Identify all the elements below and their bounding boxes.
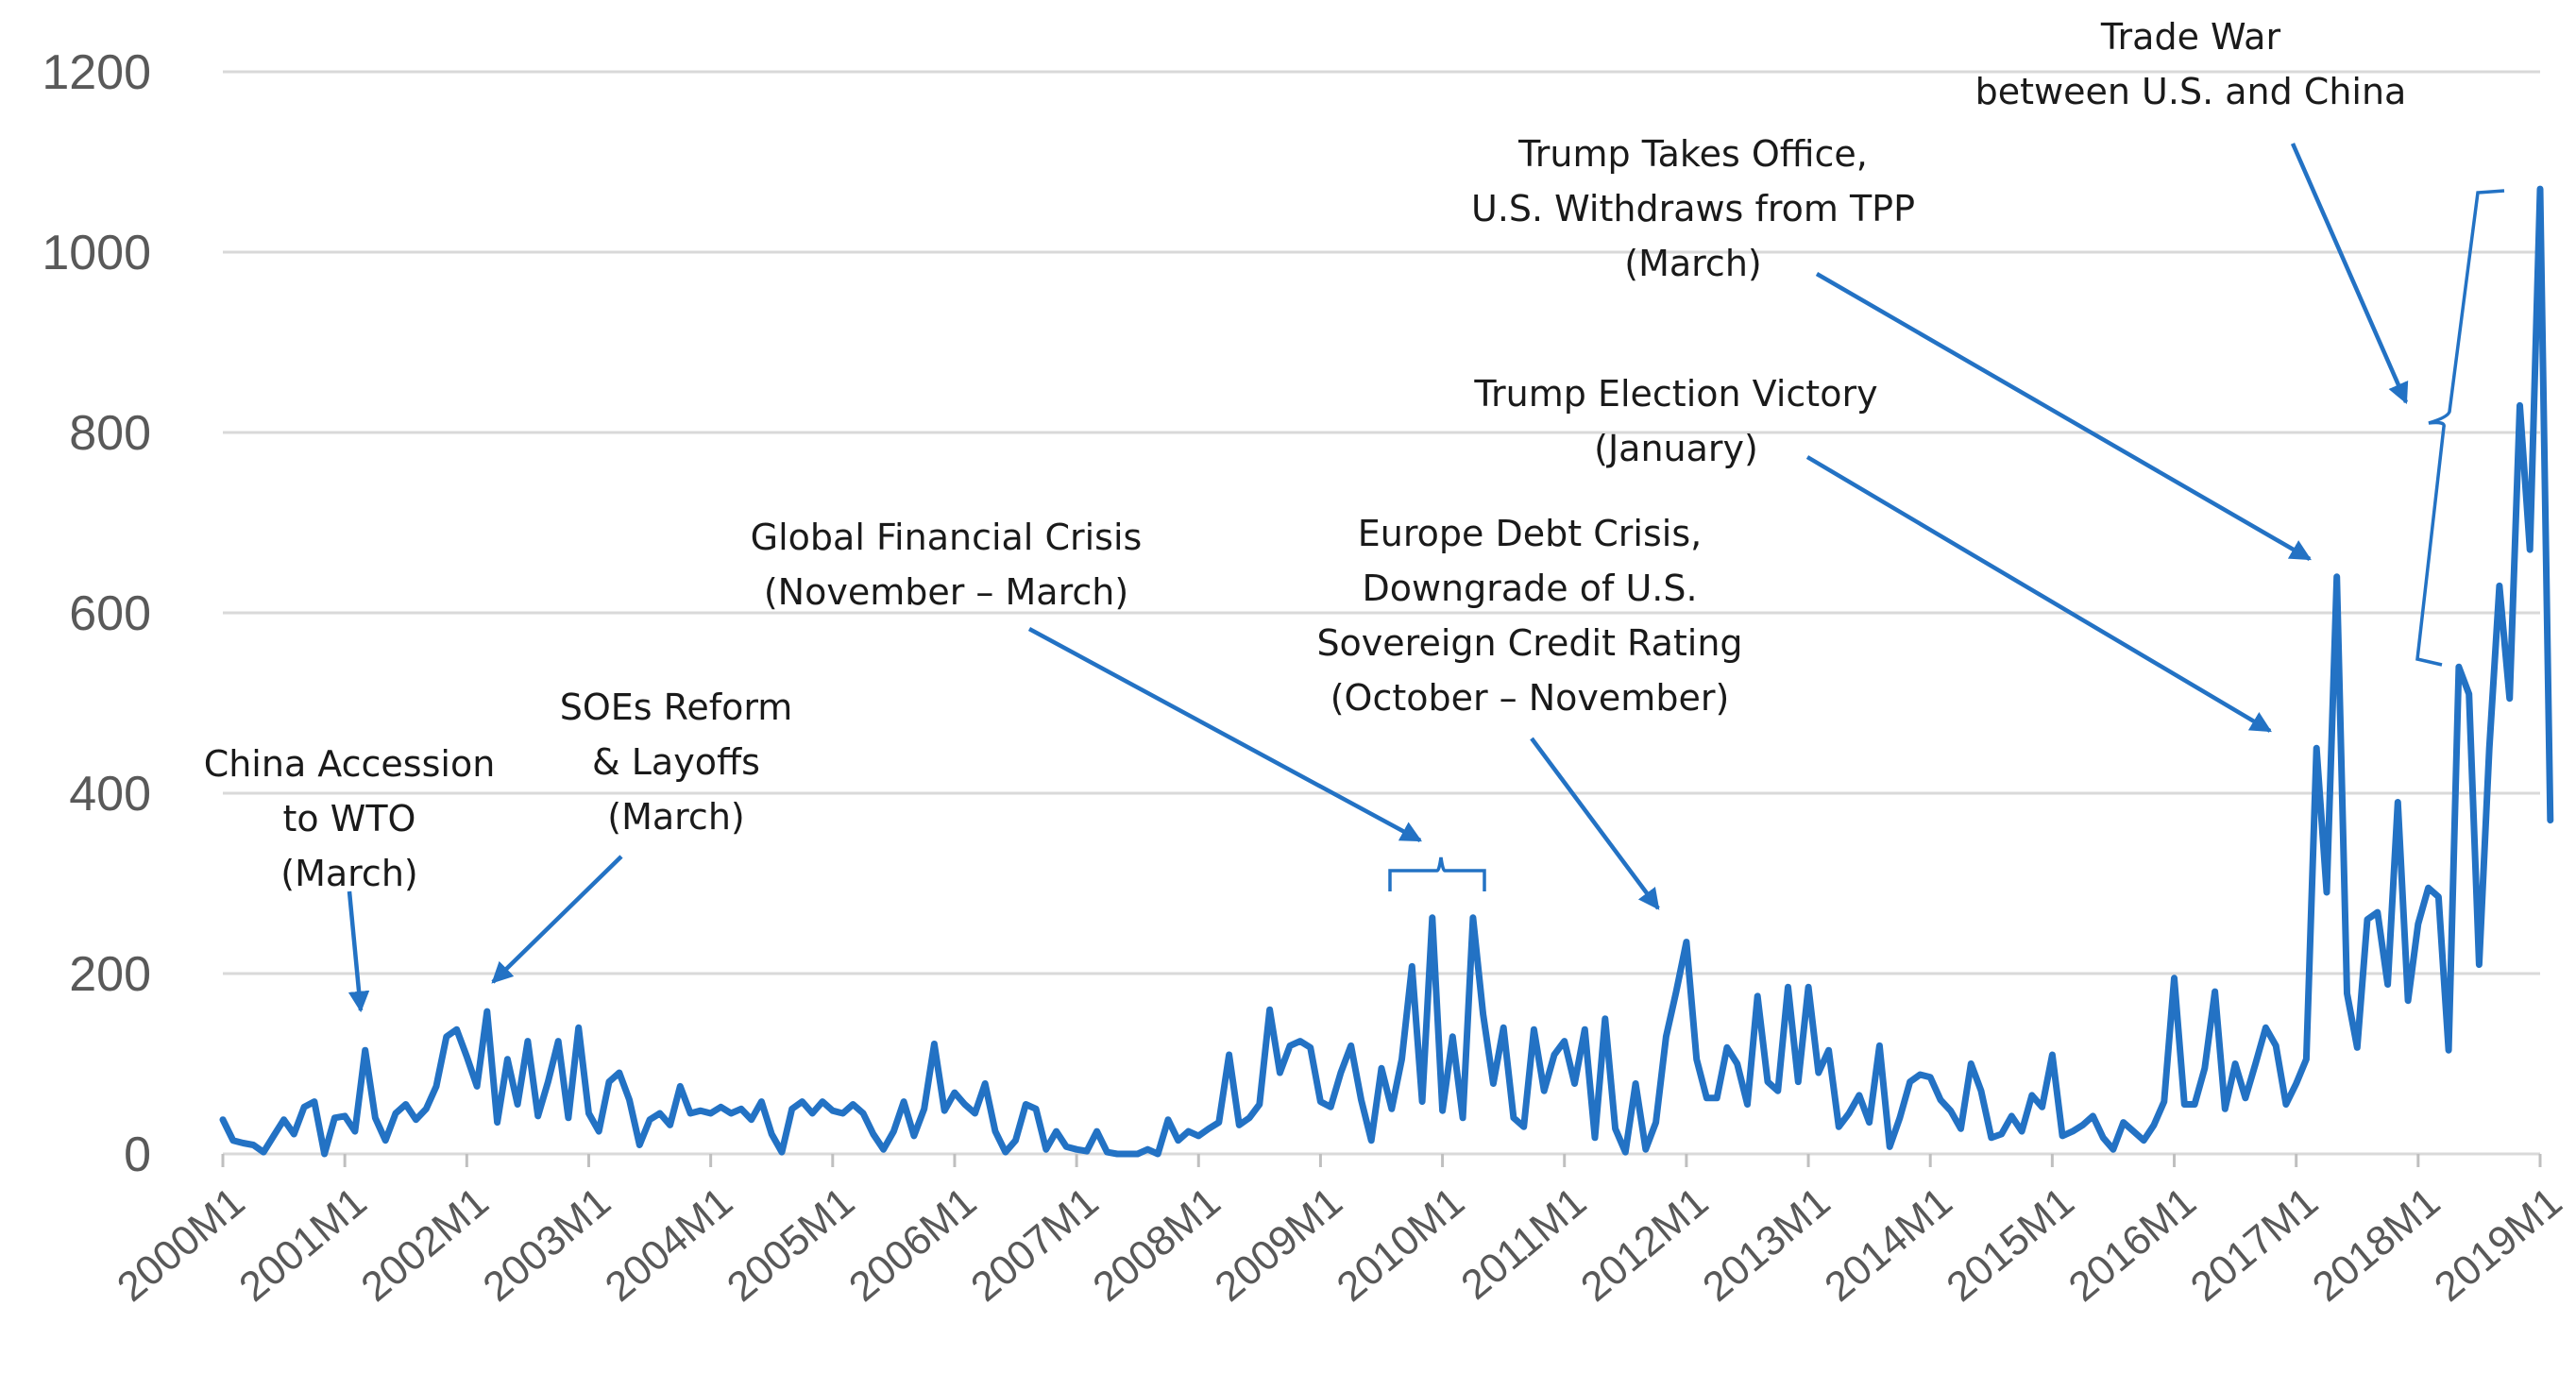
x-tick-label-2012M1: 2012M1	[1572, 1178, 1717, 1311]
annotation-global-financial-crisis: Global Financial Crisis (November – Marc…	[751, 517, 1486, 891]
x-tick-label-2002M1: 2002M1	[352, 1178, 497, 1311]
annotation-election-arrow	[1805, 455, 2272, 733]
x-tick-label-2010M1: 2010M1	[1329, 1178, 1473, 1311]
x-tick-label-2009M1: 2009M1	[1207, 1178, 1351, 1311]
x-tick-label-2000M1: 2000M1	[109, 1178, 253, 1311]
annotation-soes-reform: SOEs Reform & Layoffs (March)	[491, 687, 793, 984]
y-tick-labels: 0 200 400 600 800 1000 1200	[42, 45, 151, 1182]
annotation-edc-line-3: Sovereign Credit Rating	[1316, 622, 1742, 664]
x-tick-label-2001M1: 2001M1	[230, 1178, 375, 1311]
annotation-trump-office: Trump Takes Office, U.S. Withdraws from …	[1471, 133, 2312, 561]
x-tick-label-2005M1: 2005M1	[719, 1178, 863, 1311]
series-layer	[219, 185, 2554, 1158]
annotation-office-line-2: U.S. Withdraws from TPP	[1471, 188, 1915, 229]
gridlines	[223, 70, 2540, 975]
x-tick-label-2007M1: 2007M1	[962, 1178, 1107, 1311]
y-tick-label-0: 0	[124, 1127, 151, 1182]
annotation-china-wto: China Accession to WTO (March)	[204, 743, 496, 1013]
annotation-soes-line-1: SOEs Reform	[560, 687, 793, 728]
x-tick-label-2008M1: 2008M1	[1084, 1178, 1229, 1311]
annotation-tradewar-brace	[2415, 189, 2505, 667]
annotation-gfc-line-2: (November – March)	[764, 571, 1128, 613]
annotation-office-line-1: Trump Takes Office,	[1517, 133, 1868, 175]
annotation-office-line-3: (March)	[1624, 243, 1762, 284]
annotation-gfc-brace	[1388, 856, 1486, 891]
x-tick-label-2015M1: 2015M1	[1938, 1178, 2082, 1311]
x-tick-label-2011M1: 2011M1	[1452, 1178, 1595, 1309]
x-tick-labels: 2000M12001M12002M12003M12004M12005M12006…	[109, 1154, 2570, 1311]
y-tick-label-1000: 1000	[42, 226, 151, 280]
annotation-soes-arrow	[491, 855, 623, 984]
annotation-election-line-2: (January)	[1594, 428, 1758, 469]
annotation-edc-arrow	[1530, 737, 1660, 910]
annotation-tradewar-line-2: between U.S. and China	[1975, 71, 2407, 112]
annotation-gfc-arrow	[1027, 627, 1422, 842]
annotation-election-line-1: Trump Election Victory	[1473, 373, 1877, 415]
y-tick-label-400: 400	[69, 767, 151, 822]
x-tick-label-2006M1: 2006M1	[840, 1178, 985, 1311]
y-tick-label-1200: 1200	[42, 45, 151, 100]
annotation-edc-line-2: Downgrade of U.S.	[1362, 568, 1697, 609]
annotation-edc-line-1: Europe Debt Crisis,	[1358, 513, 1702, 554]
series-line-index	[219, 185, 2554, 1158]
annotation-trade-war: Trade War between U.S. and China	[1975, 16, 2505, 667]
annotation-china-wto-arrow	[347, 890, 370, 1013]
y-tick-label-600: 600	[69, 586, 151, 641]
annotation-china-wto-line-3: (March)	[280, 853, 418, 894]
annotation-china-wto-line-2: to WTO	[283, 798, 416, 839]
y-tick-label-200: 200	[69, 947, 151, 1002]
x-tick-label-2019M1: 2019M1	[2426, 1178, 2570, 1311]
annotation-tradewar-line-1: Trade War	[2100, 16, 2281, 58]
annotation-soes-line-3: (March)	[607, 796, 745, 838]
annotation-china-wto-line-1: China Accession	[204, 743, 496, 785]
annotation-europe-debt-crisis: Europe Debt Crisis, Downgrade of U.S. So…	[1316, 513, 1743, 910]
x-tick-label-2003M1: 2003M1	[475, 1178, 619, 1311]
x-tick-label-2017M1: 2017M1	[2182, 1178, 2327, 1311]
annotation-office-arrow	[1815, 272, 2312, 561]
x-tick-label-2016M1: 2016M1	[2060, 1178, 2205, 1311]
annotations: China Accession to WTO (March) SOEs Refo…	[204, 16, 2505, 1013]
x-tick-label-2004M1: 2004M1	[597, 1178, 741, 1311]
x-tick-label-2013M1: 2013M1	[1694, 1178, 1839, 1311]
x-tick-label-2018M1: 2018M1	[2304, 1178, 2449, 1311]
x-tick-label-2014M1: 2014M1	[1816, 1178, 1960, 1311]
y-tick-label-800: 800	[69, 406, 151, 461]
annotation-edc-line-4: (October – November)	[1330, 677, 1730, 719]
annotation-soes-line-2: & Layoffs	[592, 741, 760, 783]
annotation-tradewar-arrow	[2290, 143, 2409, 405]
annotation-trump-election: Trump Election Victory (January)	[1473, 373, 2272, 733]
annotation-gfc-line-1: Global Financial Crisis	[751, 517, 1143, 558]
